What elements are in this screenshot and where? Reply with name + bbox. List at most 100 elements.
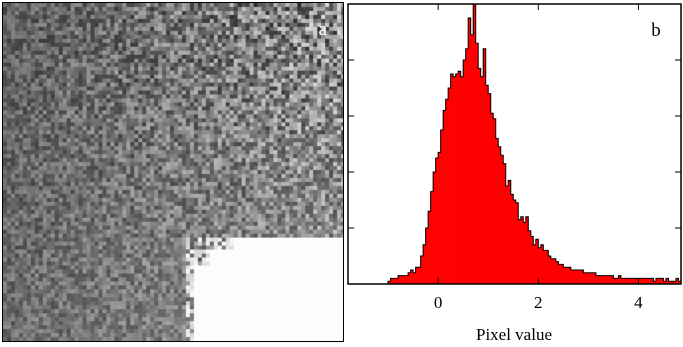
histogram-bar bbox=[558, 264, 562, 284]
histogram-bar bbox=[465, 48, 469, 284]
histogram-bar bbox=[473, 4, 476, 284]
histogram-bar bbox=[610, 275, 614, 284]
histogram-bar bbox=[403, 275, 406, 284]
histogram-bar bbox=[640, 278, 644, 284]
histogram-bar bbox=[573, 270, 577, 284]
histogram-bar bbox=[583, 272, 587, 284]
histogram-bar bbox=[445, 99, 449, 284]
histogram-outline bbox=[387, 3, 682, 284]
histogram-bar bbox=[678, 281, 682, 284]
histogram-bar bbox=[575, 270, 579, 284]
histogram-bar bbox=[580, 270, 584, 284]
histogram-bar bbox=[645, 278, 649, 284]
axis-ticks: 0 2 4 bbox=[348, 4, 681, 312]
histogram-bar bbox=[638, 278, 642, 284]
histogram-bar bbox=[530, 236, 534, 284]
histogram-bar bbox=[458, 71, 461, 284]
histogram-bar bbox=[498, 146, 502, 284]
histogram-bar bbox=[405, 275, 409, 284]
histogram-bar bbox=[505, 186, 509, 284]
histogram-bar bbox=[593, 272, 597, 284]
histogram-bar bbox=[675, 278, 679, 284]
histogram-bar bbox=[608, 275, 612, 284]
histogram-bar bbox=[658, 278, 662, 284]
histogram-bar bbox=[650, 278, 654, 284]
histogram-bar bbox=[643, 278, 647, 284]
histogram-bar bbox=[495, 138, 499, 284]
histogram-bar bbox=[585, 272, 589, 284]
x-tick-label: 0 bbox=[434, 293, 443, 312]
histogram-bar bbox=[450, 74, 454, 284]
histogram-bars bbox=[387, 3, 682, 285]
histogram-bar bbox=[428, 211, 431, 284]
histogram-bar bbox=[563, 267, 567, 284]
histogram-bar bbox=[565, 267, 569, 284]
histogram-bar bbox=[545, 250, 549, 284]
histogram-bar bbox=[475, 43, 479, 285]
histogram-bar bbox=[555, 261, 559, 284]
histogram-bar bbox=[543, 250, 547, 284]
histogram-bar bbox=[478, 68, 481, 285]
histogram-bar bbox=[423, 244, 426, 284]
histogram-bar bbox=[673, 281, 677, 284]
histogram-bar bbox=[663, 281, 667, 284]
histogram-bar bbox=[410, 270, 414, 284]
histogram-bar bbox=[430, 191, 434, 284]
histogram-bar bbox=[523, 222, 527, 284]
histogram-bar bbox=[550, 258, 554, 284]
histogram-bar bbox=[635, 278, 639, 284]
histogram-bar bbox=[415, 267, 419, 284]
histogram-bar bbox=[438, 152, 441, 284]
histogram-frame bbox=[347, 3, 682, 285]
histogram-bar bbox=[553, 258, 557, 284]
histogram-bar bbox=[520, 216, 524, 284]
histogram-bar bbox=[453, 76, 456, 284]
histogram-bar bbox=[630, 278, 634, 284]
histogram-bar bbox=[493, 118, 497, 284]
panel-label-a: a bbox=[318, 19, 327, 40]
histogram-bar bbox=[485, 85, 489, 284]
histogram-bar bbox=[500, 155, 504, 284]
x-tick-label: 2 bbox=[534, 293, 543, 312]
histogram-bar bbox=[390, 278, 394, 284]
histogram-bar bbox=[605, 275, 609, 284]
histogram-bar bbox=[603, 275, 607, 284]
noise-image bbox=[3, 3, 343, 341]
histogram-bar bbox=[418, 267, 421, 284]
histogram-bar bbox=[525, 216, 529, 284]
histogram-bar bbox=[463, 60, 466, 284]
histogram-bar bbox=[588, 272, 592, 284]
histogram-bar bbox=[653, 281, 657, 284]
histogram-bar bbox=[598, 275, 602, 284]
histogram-bar bbox=[460, 76, 464, 284]
histogram-bar bbox=[483, 48, 487, 284]
histogram-bar bbox=[533, 244, 537, 284]
histogram-bar bbox=[665, 278, 669, 284]
histogram-bar bbox=[633, 278, 637, 284]
histogram-bar bbox=[503, 163, 507, 284]
noise-image-panel: a bbox=[2, 2, 344, 342]
histogram-bar bbox=[528, 230, 532, 284]
histogram-bar bbox=[600, 275, 604, 284]
histogram-bar bbox=[538, 247, 542, 284]
histogram-bar bbox=[515, 202, 519, 284]
histogram-bar bbox=[490, 113, 494, 284]
x-tick-label: 4 bbox=[634, 293, 643, 312]
histogram-bar bbox=[660, 278, 664, 284]
histogram-bar bbox=[613, 278, 617, 284]
panel-label-b: b bbox=[651, 20, 661, 41]
histogram-bar bbox=[413, 272, 416, 284]
histogram-bar bbox=[618, 275, 622, 284]
histogram-bar bbox=[388, 281, 391, 284]
histogram-bar bbox=[408, 272, 411, 284]
histogram-bar bbox=[568, 267, 572, 284]
histogram-bar bbox=[513, 200, 517, 284]
histogram-bar bbox=[470, 34, 474, 284]
histogram-bar bbox=[615, 278, 619, 284]
histogram-bar bbox=[508, 180, 512, 284]
histogram-bar bbox=[560, 264, 564, 284]
histogram-bar bbox=[578, 270, 582, 284]
histogram-bar bbox=[398, 275, 401, 284]
histogram-bar bbox=[488, 93, 492, 284]
